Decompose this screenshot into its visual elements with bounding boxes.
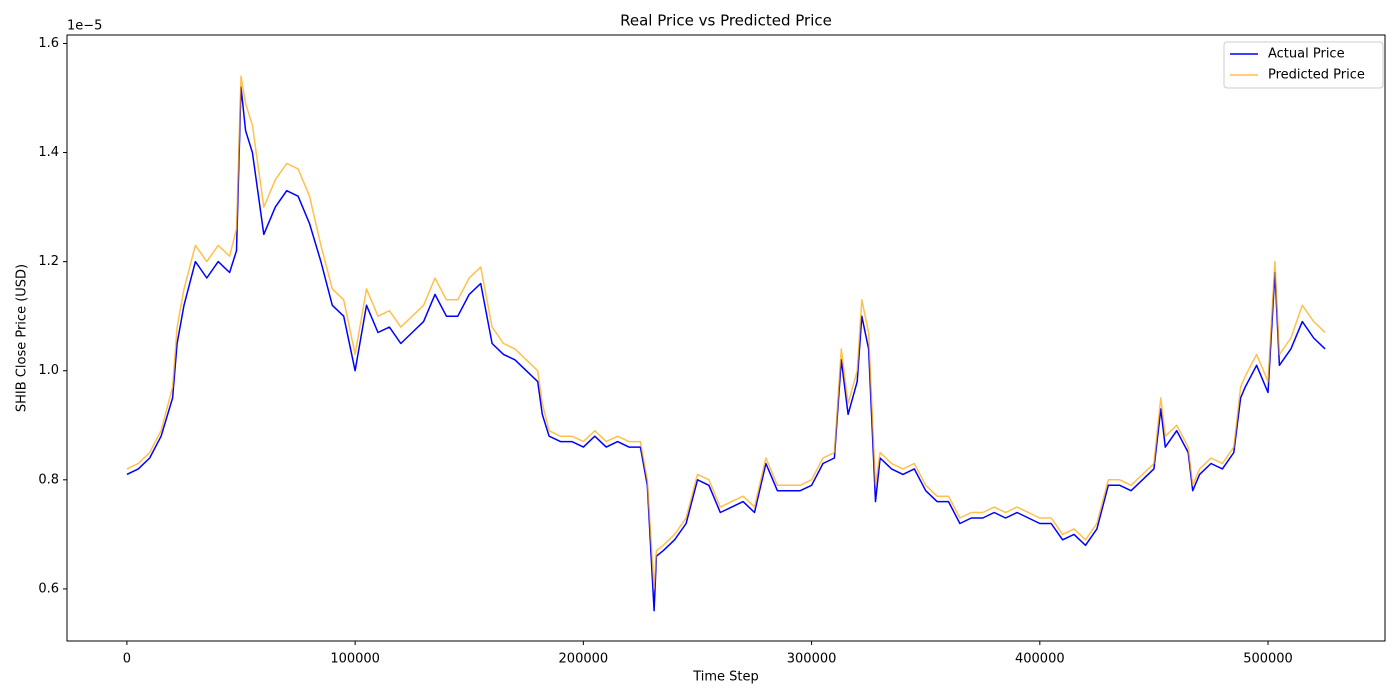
x-tick-label: 100000	[330, 652, 380, 667]
series-line	[126, 86, 1326, 612]
series-line	[126, 75, 1326, 590]
chart-title: Real Price vs Predicted Price	[620, 12, 832, 30]
y-axis-label: SHIB Close Price (USD)	[15, 264, 30, 412]
x-tick-label: 300000	[787, 652, 837, 667]
offset-text: 1e−5	[67, 19, 102, 34]
y-tick-label: 0.8	[38, 472, 59, 487]
plot-frame	[66, 34, 1386, 642]
x-tick-label: 0	[123, 652, 131, 667]
legend-box	[1223, 41, 1384, 89]
x-tick-label: 500000	[1243, 652, 1293, 667]
legend-label: Predicted Price	[1268, 68, 1365, 83]
y-tick-label: 0.6	[38, 581, 59, 596]
y-tick-label: 1.4	[38, 145, 59, 160]
x-tick-label: 400000	[1015, 652, 1065, 667]
x-axis-label: Time Step	[692, 670, 759, 685]
legend: Actual Price Predicted Price	[1223, 41, 1384, 89]
y-tick-label: 1.0	[38, 363, 59, 378]
legend-label: Actual Price	[1268, 47, 1345, 62]
x-tick-label: 200000	[559, 652, 609, 667]
y-tick-label: 1.2	[38, 254, 59, 269]
y-tick-label: 1.6	[38, 36, 59, 51]
